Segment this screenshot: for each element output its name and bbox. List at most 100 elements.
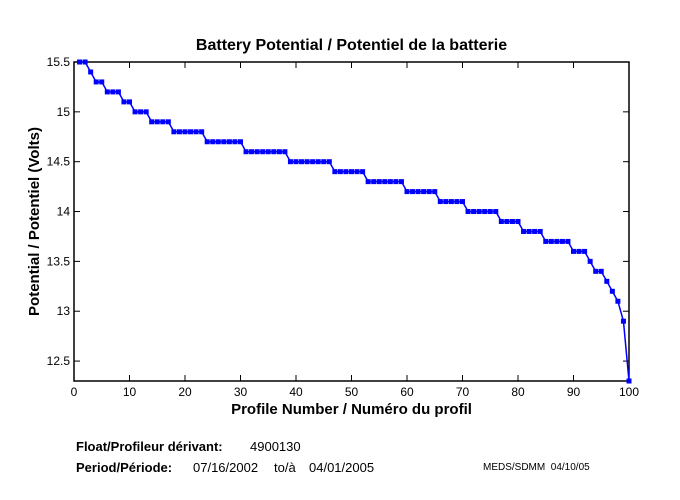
- data-point: [110, 89, 116, 95]
- data-point: [104, 89, 110, 95]
- data-point: [460, 199, 465, 205]
- y-tick-label: 13: [57, 304, 71, 318]
- data-point: [537, 228, 543, 234]
- data-point: [626, 378, 632, 384]
- data-point: [548, 238, 554, 244]
- y-tick-label: 15: [57, 105, 71, 119]
- data-point: [465, 209, 471, 215]
- data-point: [471, 209, 477, 215]
- float-value: 4900130: [250, 439, 301, 454]
- data-point: [620, 318, 626, 324]
- data-point: [260, 149, 266, 155]
- x-tick-label: 90: [567, 385, 581, 399]
- data-point: [609, 288, 615, 294]
- data-point: [393, 179, 399, 185]
- data-point: [188, 129, 194, 135]
- data-point: [143, 109, 149, 115]
- data-point: [321, 159, 327, 165]
- data-point: [593, 268, 599, 274]
- data-point: [160, 119, 166, 125]
- data-point: [410, 189, 416, 195]
- data-point: [349, 169, 354, 175]
- data-point: [487, 209, 493, 215]
- x-tick-label: 60: [400, 385, 414, 399]
- plot-frame: [73, 61, 630, 382]
- x-tick-label: 70: [456, 385, 470, 399]
- data-point: [448, 199, 454, 205]
- data-point: [532, 228, 538, 234]
- data-point: [210, 139, 216, 145]
- data-point: [299, 159, 305, 165]
- x-tick-label: 10: [123, 385, 137, 399]
- data-point: [382, 179, 388, 185]
- data-point: [115, 89, 121, 95]
- period-start: 07/16/2002: [193, 460, 259, 475]
- chart-title: Battery Potential / Potentiel de la batt…: [196, 37, 507, 54]
- data-point: [226, 139, 232, 145]
- data-point: [138, 109, 144, 115]
- x-tick-label: 40: [289, 385, 303, 399]
- y-axis-label: Potential / Potentiel (Volts): [26, 127, 43, 316]
- data-point: [482, 209, 488, 215]
- data-point: [426, 189, 432, 195]
- data-point: [332, 169, 338, 175]
- data-point: [565, 238, 571, 244]
- data-point: [132, 109, 138, 115]
- data-point: [398, 179, 404, 185]
- data-point: [171, 129, 177, 135]
- data-point: [293, 159, 299, 165]
- data-point: [443, 199, 449, 205]
- data-point: [265, 149, 271, 155]
- data-point: [221, 139, 227, 145]
- data-point: [182, 129, 188, 135]
- data-point: [88, 69, 94, 75]
- y-tick-label: 13.5: [47, 254, 71, 268]
- x-tick-label: 80: [511, 385, 525, 399]
- data-point: [121, 99, 127, 105]
- data-point: [304, 159, 310, 165]
- data-point: [498, 219, 504, 224]
- data-point: [437, 199, 443, 205]
- data-point: [249, 149, 255, 155]
- data-point: [576, 248, 582, 254]
- data-point: [604, 278, 610, 284]
- data-point: [376, 179, 382, 185]
- data-point: [598, 268, 604, 274]
- data-point: [421, 189, 427, 195]
- x-tick-label: 0: [71, 385, 78, 399]
- data-point: [82, 59, 88, 65]
- y-tick-label: 12.5: [47, 354, 71, 368]
- x-tick-label: 20: [178, 385, 192, 399]
- y-tick-label: 15.5: [47, 55, 71, 69]
- data-point: [315, 159, 321, 165]
- data-point: [415, 189, 421, 195]
- data-point: [199, 129, 205, 135]
- data-point: [582, 248, 588, 254]
- data-point: [509, 219, 515, 224]
- data-point: [165, 119, 171, 125]
- data-point: [99, 79, 105, 85]
- data-point: [337, 169, 343, 175]
- data-point: [493, 209, 499, 215]
- data-point: [554, 238, 560, 244]
- data-point: [154, 119, 160, 125]
- data-point: [243, 149, 249, 155]
- data-point: [193, 129, 199, 135]
- data-point: [127, 99, 132, 105]
- data-point: [571, 248, 576, 254]
- credit: MEDS/SDMM 04/10/05: [483, 462, 590, 473]
- data-point: [521, 228, 527, 234]
- data-point: [310, 159, 316, 165]
- x-tick-label: 50: [345, 385, 359, 399]
- data-point: [387, 179, 393, 185]
- series-line: [79, 61, 630, 382]
- data-point: [432, 189, 438, 195]
- x-axis-label: Profile Number / Numéro du profil: [231, 401, 472, 418]
- data-point: [504, 219, 510, 224]
- data-point: [271, 149, 277, 155]
- data-point: [526, 228, 532, 234]
- data-point: [77, 59, 83, 65]
- period-label: Period/Période:: [76, 460, 173, 475]
